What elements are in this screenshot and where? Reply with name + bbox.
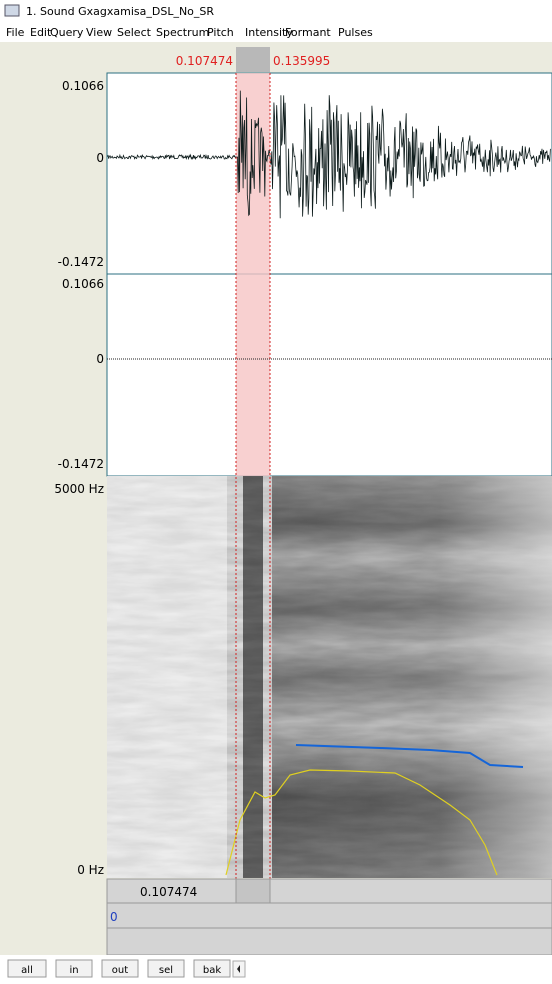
tier-row[interactable] <box>106 902 552 929</box>
window-title: 1. Sound Gxagxamisa_DSL_No_SR <box>26 5 214 18</box>
pitch-contour <box>295 744 524 768</box>
button[interactable] <box>193 959 231 978</box>
button-label[interactable]: out <box>112 965 128 976</box>
spectrogram-min: 0 Hz <box>77 863 104 877</box>
panel2-min: -0.1472 <box>58 457 104 471</box>
selection-start: 0.107474 <box>176 54 233 68</box>
time-selection-cell <box>235 878 271 904</box>
waveform <box>107 90 551 219</box>
spectrogram-silence <box>107 476 227 878</box>
selection-bar <box>236 47 270 72</box>
button-label[interactable]: bak <box>203 965 221 976</box>
spectrogram-fade <box>272 476 552 878</box>
scroll-arrow <box>237 965 240 973</box>
panel2-zero: 0 <box>96 352 104 366</box>
menu-item[interactable]: Pitch <box>207 26 234 39</box>
menu-item[interactable]: Formant <box>285 26 331 39</box>
panel1-max: 0.1066 <box>62 79 104 93</box>
title-menu-bg <box>0 0 552 42</box>
selection-end: 0.135995 <box>273 54 330 68</box>
waveform-panel-2 <box>106 273 552 477</box>
time-row <box>106 878 552 904</box>
panel2-max: 0.1066 <box>62 277 104 291</box>
intensity-contour <box>225 769 498 876</box>
button[interactable] <box>7 959 47 978</box>
button-label[interactable]: in <box>69 965 78 976</box>
panel1-min: -0.1472 <box>58 255 104 269</box>
button[interactable] <box>101 959 139 978</box>
total-row <box>106 927 552 956</box>
tier-label: 0 <box>110 910 118 924</box>
menu-item[interactable]: Select <box>117 26 152 39</box>
panel1-zero: 0 <box>96 151 104 165</box>
menu-item[interactable]: Query <box>50 26 84 39</box>
window-icon <box>4 4 20 17</box>
spectrogram-max: 5000 Hz <box>54 482 104 496</box>
menu-item[interactable]: Edit <box>30 26 52 39</box>
menu-item[interactable]: View <box>86 26 112 39</box>
menu-item[interactable]: Spectrum <box>156 26 209 39</box>
spectrogram-burst <box>243 476 263 878</box>
menu-item[interactable]: Intensity <box>245 26 293 39</box>
menu-item[interactable]: File <box>6 26 25 39</box>
button-label[interactable]: sel <box>159 965 173 976</box>
menu-item[interactable]: Pulses <box>338 26 373 39</box>
button-label[interactable]: all <box>21 965 33 976</box>
button[interactable] <box>55 959 93 978</box>
cursor-time: 0.107474 <box>140 885 197 899</box>
button[interactable] <box>147 959 185 978</box>
